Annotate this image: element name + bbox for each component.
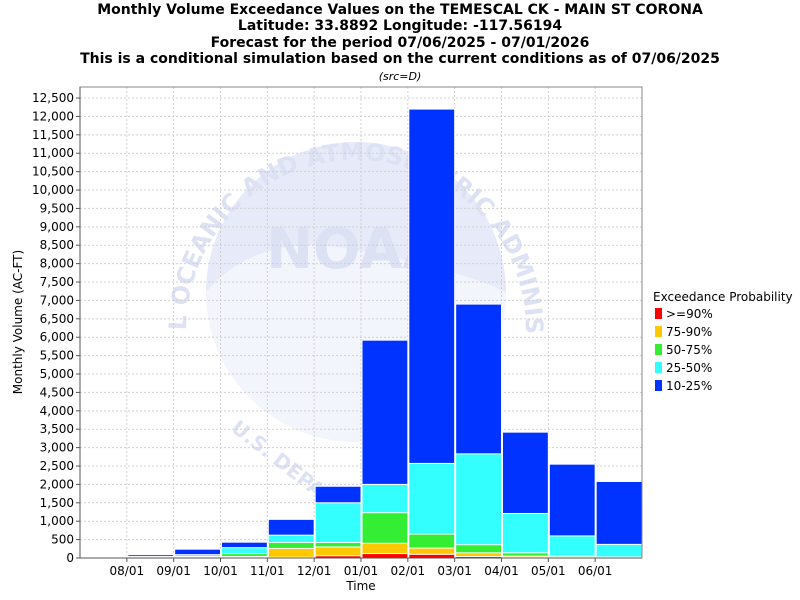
y-axis-ticks: 0 500 1,000 1,500 2,000 2,500 3,000 3,500 4,000 4… [32, 91, 80, 565]
legend-swatch [655, 344, 662, 355]
y-tick-label: 10,000 [32, 183, 74, 197]
legend: Exceedance Probability >=90% 75-90% 50-75%… [653, 290, 793, 393]
y-tick-label: 4,500 [40, 385, 74, 399]
y-axis-label: Monthly Volume (AC-FT) [11, 250, 25, 394]
y-tick-label: 12,500 [32, 91, 74, 105]
legend-swatch [655, 326, 662, 337]
y-tick-label: 6,500 [40, 312, 74, 326]
x-tick-label: 04/01 [484, 564, 519, 578]
chart-title-line-3: Forecast for the period 07/06/2025 - 07/… [211, 35, 590, 51]
x-tick-label: 03/01 [437, 564, 472, 578]
y-tick-label: 2,000 [40, 477, 74, 491]
y-tick-label: 1,500 [40, 496, 74, 510]
x-tick-label: 09/01 [156, 564, 191, 578]
x-tick-label: 02/01 [391, 564, 426, 578]
y-tick-label: 9,500 [40, 201, 74, 215]
y-tick-label: 3,000 [40, 441, 74, 455]
legend-title: Exceedance Probability [653, 290, 793, 304]
legend-swatch [655, 308, 662, 319]
bar-25-50-8 [455, 453, 502, 559]
chart-title-line-1: Monthly Volume Exceedance Values on the … [97, 2, 703, 18]
bar-90-6 [361, 553, 409, 559]
y-tick-label: 500 [51, 533, 74, 547]
y-tick-label: 5,000 [40, 367, 74, 381]
y-tick-label: 4,000 [40, 404, 74, 418]
x-tick-label: 11/01 [250, 564, 285, 578]
bar-90-7 [408, 553, 456, 559]
y-tick-label: 8,500 [40, 238, 74, 252]
bar-25-50-10 [548, 535, 596, 559]
y-tick-label: 0 [66, 551, 74, 565]
y-tick-label: 10,500 [32, 165, 74, 179]
chart-title-line-2: Latitude: 33.8892 Longitude: -117.56194 [238, 18, 562, 34]
grid-lines [80, 87, 642, 558]
chart-subtitle: (src=D) [379, 70, 422, 83]
legend-swatch [655, 362, 662, 373]
x-tick-label: 05/01 [531, 564, 566, 578]
y-tick-label: 12,000 [32, 109, 74, 123]
y-tick-label: 5,500 [40, 349, 74, 363]
legend-entry-label: 10-25% [666, 379, 712, 393]
x-axis-ticks: 08/01 09/01 10/01 11/01 12/01 01/01 02/01 03/01… [110, 558, 613, 578]
x-tick-label: 06/01 [578, 564, 613, 578]
x-tick-label: 08/01 [110, 564, 145, 578]
legend-entry-label: 25-50% [666, 361, 712, 375]
y-tick-label: 1,000 [40, 514, 74, 528]
legend-entry-label: 50-75% [666, 343, 712, 357]
chart-title-line-4: This is a conditional simulation based o… [80, 51, 720, 67]
y-tick-label: 11,500 [32, 128, 74, 142]
y-tick-label: 9,000 [40, 220, 74, 234]
legend-entry-label: >=90% [666, 307, 713, 321]
y-tick-label: 3,500 [40, 422, 74, 436]
x-axis-label: Time [345, 579, 375, 593]
y-tick-label: 7,000 [40, 293, 74, 307]
x-tick-label: 01/01 [344, 564, 379, 578]
y-tick-label: 7,500 [40, 275, 74, 289]
x-tick-label: 12/01 [297, 564, 332, 578]
y-tick-label: 11,000 [32, 146, 74, 160]
y-tick-label: 8,000 [40, 257, 74, 271]
x-tick-label: 10/01 [203, 564, 238, 578]
y-tick-label: 6,000 [40, 330, 74, 344]
bar-25-50-9 [502, 512, 549, 559]
y-tick-label: 2,500 [40, 459, 74, 473]
legend-entry-label: 75-90% [666, 325, 712, 339]
bar-25-50-11 [595, 543, 643, 559]
bar-75-90-4 [267, 547, 315, 559]
legend-swatch [655, 380, 662, 391]
